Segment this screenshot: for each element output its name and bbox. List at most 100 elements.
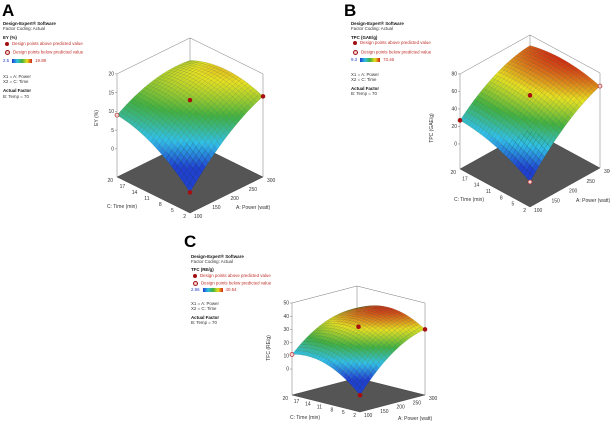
software-name: Design-Expert® Software bbox=[351, 21, 404, 26]
color-scale-max: 40.54 bbox=[225, 287, 237, 293]
surface-cell bbox=[327, 321, 334, 324]
surface-cell bbox=[217, 86, 224, 92]
surface-cell bbox=[332, 321, 340, 324]
surface-cell bbox=[171, 66, 179, 70]
design-point-below-icon bbox=[5, 50, 10, 55]
surface-cell bbox=[561, 68, 569, 74]
box-top-edge bbox=[291, 285, 426, 304]
power-tick-label: 100 bbox=[534, 208, 543, 214]
surface-cell bbox=[518, 83, 525, 90]
surface-cell bbox=[226, 111, 233, 119]
surface-cell bbox=[535, 79, 542, 86]
surface-cell bbox=[180, 118, 188, 126]
surface-cell bbox=[186, 105, 194, 113]
surface-cell bbox=[558, 71, 566, 77]
actual-factor-label: Actual Factor bbox=[191, 315, 220, 320]
time-axis-title: C: Time (min) bbox=[107, 204, 137, 210]
surface-cell bbox=[205, 87, 212, 93]
design-point-below bbox=[527, 179, 533, 185]
surface-cell bbox=[180, 148, 188, 157]
surface-cell bbox=[189, 82, 197, 88]
surface-cell bbox=[386, 325, 393, 331]
surface-cell bbox=[168, 87, 176, 93]
surface-cell bbox=[523, 56, 531, 61]
legend-above-label: Design points above predicted value bbox=[12, 41, 83, 47]
surface-cell bbox=[524, 124, 531, 132]
surface-cell bbox=[201, 62, 209, 65]
time-tick-label: 5 bbox=[171, 208, 174, 214]
surface-cell bbox=[204, 78, 212, 84]
time-tick-label: 8 bbox=[331, 407, 334, 413]
surface-cell bbox=[208, 149, 215, 159]
surface-cell bbox=[220, 75, 227, 80]
surface-cell bbox=[351, 381, 358, 389]
surface-cell bbox=[362, 379, 369, 388]
surface-cell bbox=[168, 141, 175, 151]
time-tick-label: 5 bbox=[342, 410, 345, 416]
surface-cell bbox=[223, 102, 230, 109]
response-name: TFC (RE/g) bbox=[191, 267, 214, 272]
surface-cell bbox=[205, 123, 212, 131]
surface-cell bbox=[523, 77, 531, 83]
surface-cell bbox=[223, 96, 230, 103]
z-tick-label: 40 bbox=[283, 314, 289, 320]
surface-cell bbox=[570, 90, 577, 97]
surface-cell bbox=[223, 115, 230, 123]
surface-cell bbox=[579, 97, 586, 105]
surface-cell bbox=[411, 330, 418, 336]
surface-cell bbox=[122, 115, 130, 122]
surface-cell bbox=[340, 311, 347, 314]
color-scale-min: 2.96 bbox=[191, 287, 200, 293]
surface-cell bbox=[518, 94, 525, 101]
surface-cell bbox=[168, 134, 175, 143]
surface-cell bbox=[553, 110, 560, 118]
surface-cell bbox=[165, 70, 173, 73]
surface-cell bbox=[147, 127, 154, 136]
surface-cell bbox=[385, 308, 392, 312]
surface-cell bbox=[494, 140, 501, 149]
surface-cell bbox=[523, 64, 531, 69]
panel-letter-b: B bbox=[344, 1, 357, 20]
surface-cell bbox=[144, 92, 151, 98]
surface-cell bbox=[371, 317, 378, 322]
surface-plot-ey-: 0 5 10 15 20 100 150 200 250 300 2 5 8 11 14 17 20 EY (%)… bbox=[94, 37, 276, 220]
surface-cell bbox=[186, 139, 194, 148]
surface-cell bbox=[561, 119, 569, 127]
surface-plot-tpc-gae-g-: 0 20 40 60 80 100 150 200 250 300 2 5 8 11 14 17 20 TPC (… bbox=[429, 34, 610, 214]
x1-label: X1 = A: Power bbox=[191, 301, 219, 306]
surface-cell bbox=[153, 97, 160, 104]
surface-cell bbox=[153, 108, 160, 115]
design-point-above-icon bbox=[353, 41, 357, 45]
surface-cell bbox=[180, 68, 188, 72]
design-point-below-icon bbox=[353, 50, 358, 55]
surface-cell bbox=[162, 81, 169, 86]
surface-cell bbox=[195, 65, 203, 69]
surface-cell bbox=[321, 325, 328, 329]
surface-cell bbox=[150, 95, 157, 102]
surface-cell bbox=[550, 61, 557, 67]
surface-cell bbox=[515, 56, 522, 61]
surface-cell bbox=[366, 313, 373, 316]
surface-cell bbox=[168, 83, 176, 89]
surface-cell bbox=[147, 98, 154, 105]
surface-cell bbox=[244, 104, 252, 112]
z-tick-label: 40 bbox=[451, 107, 457, 113]
surface-cell bbox=[559, 122, 566, 131]
surface-cell bbox=[341, 322, 348, 326]
surface-cell bbox=[570, 108, 577, 115]
surface-cell bbox=[174, 96, 182, 103]
surface-cell bbox=[561, 83, 569, 89]
surface-cell bbox=[253, 96, 261, 103]
surface-cell bbox=[183, 178, 191, 189]
surface-cell bbox=[532, 47, 540, 51]
surface-cell bbox=[165, 131, 172, 140]
surface-cell bbox=[186, 182, 194, 193]
legend-below: Design points below predicted value bbox=[5, 50, 83, 55]
surface-cell bbox=[150, 111, 157, 118]
power-tick-label: 150 bbox=[552, 198, 561, 204]
surface-cell bbox=[171, 137, 178, 146]
surface-cell bbox=[186, 77, 194, 82]
surface-cell bbox=[241, 90, 248, 97]
surface-cell bbox=[198, 123, 206, 132]
